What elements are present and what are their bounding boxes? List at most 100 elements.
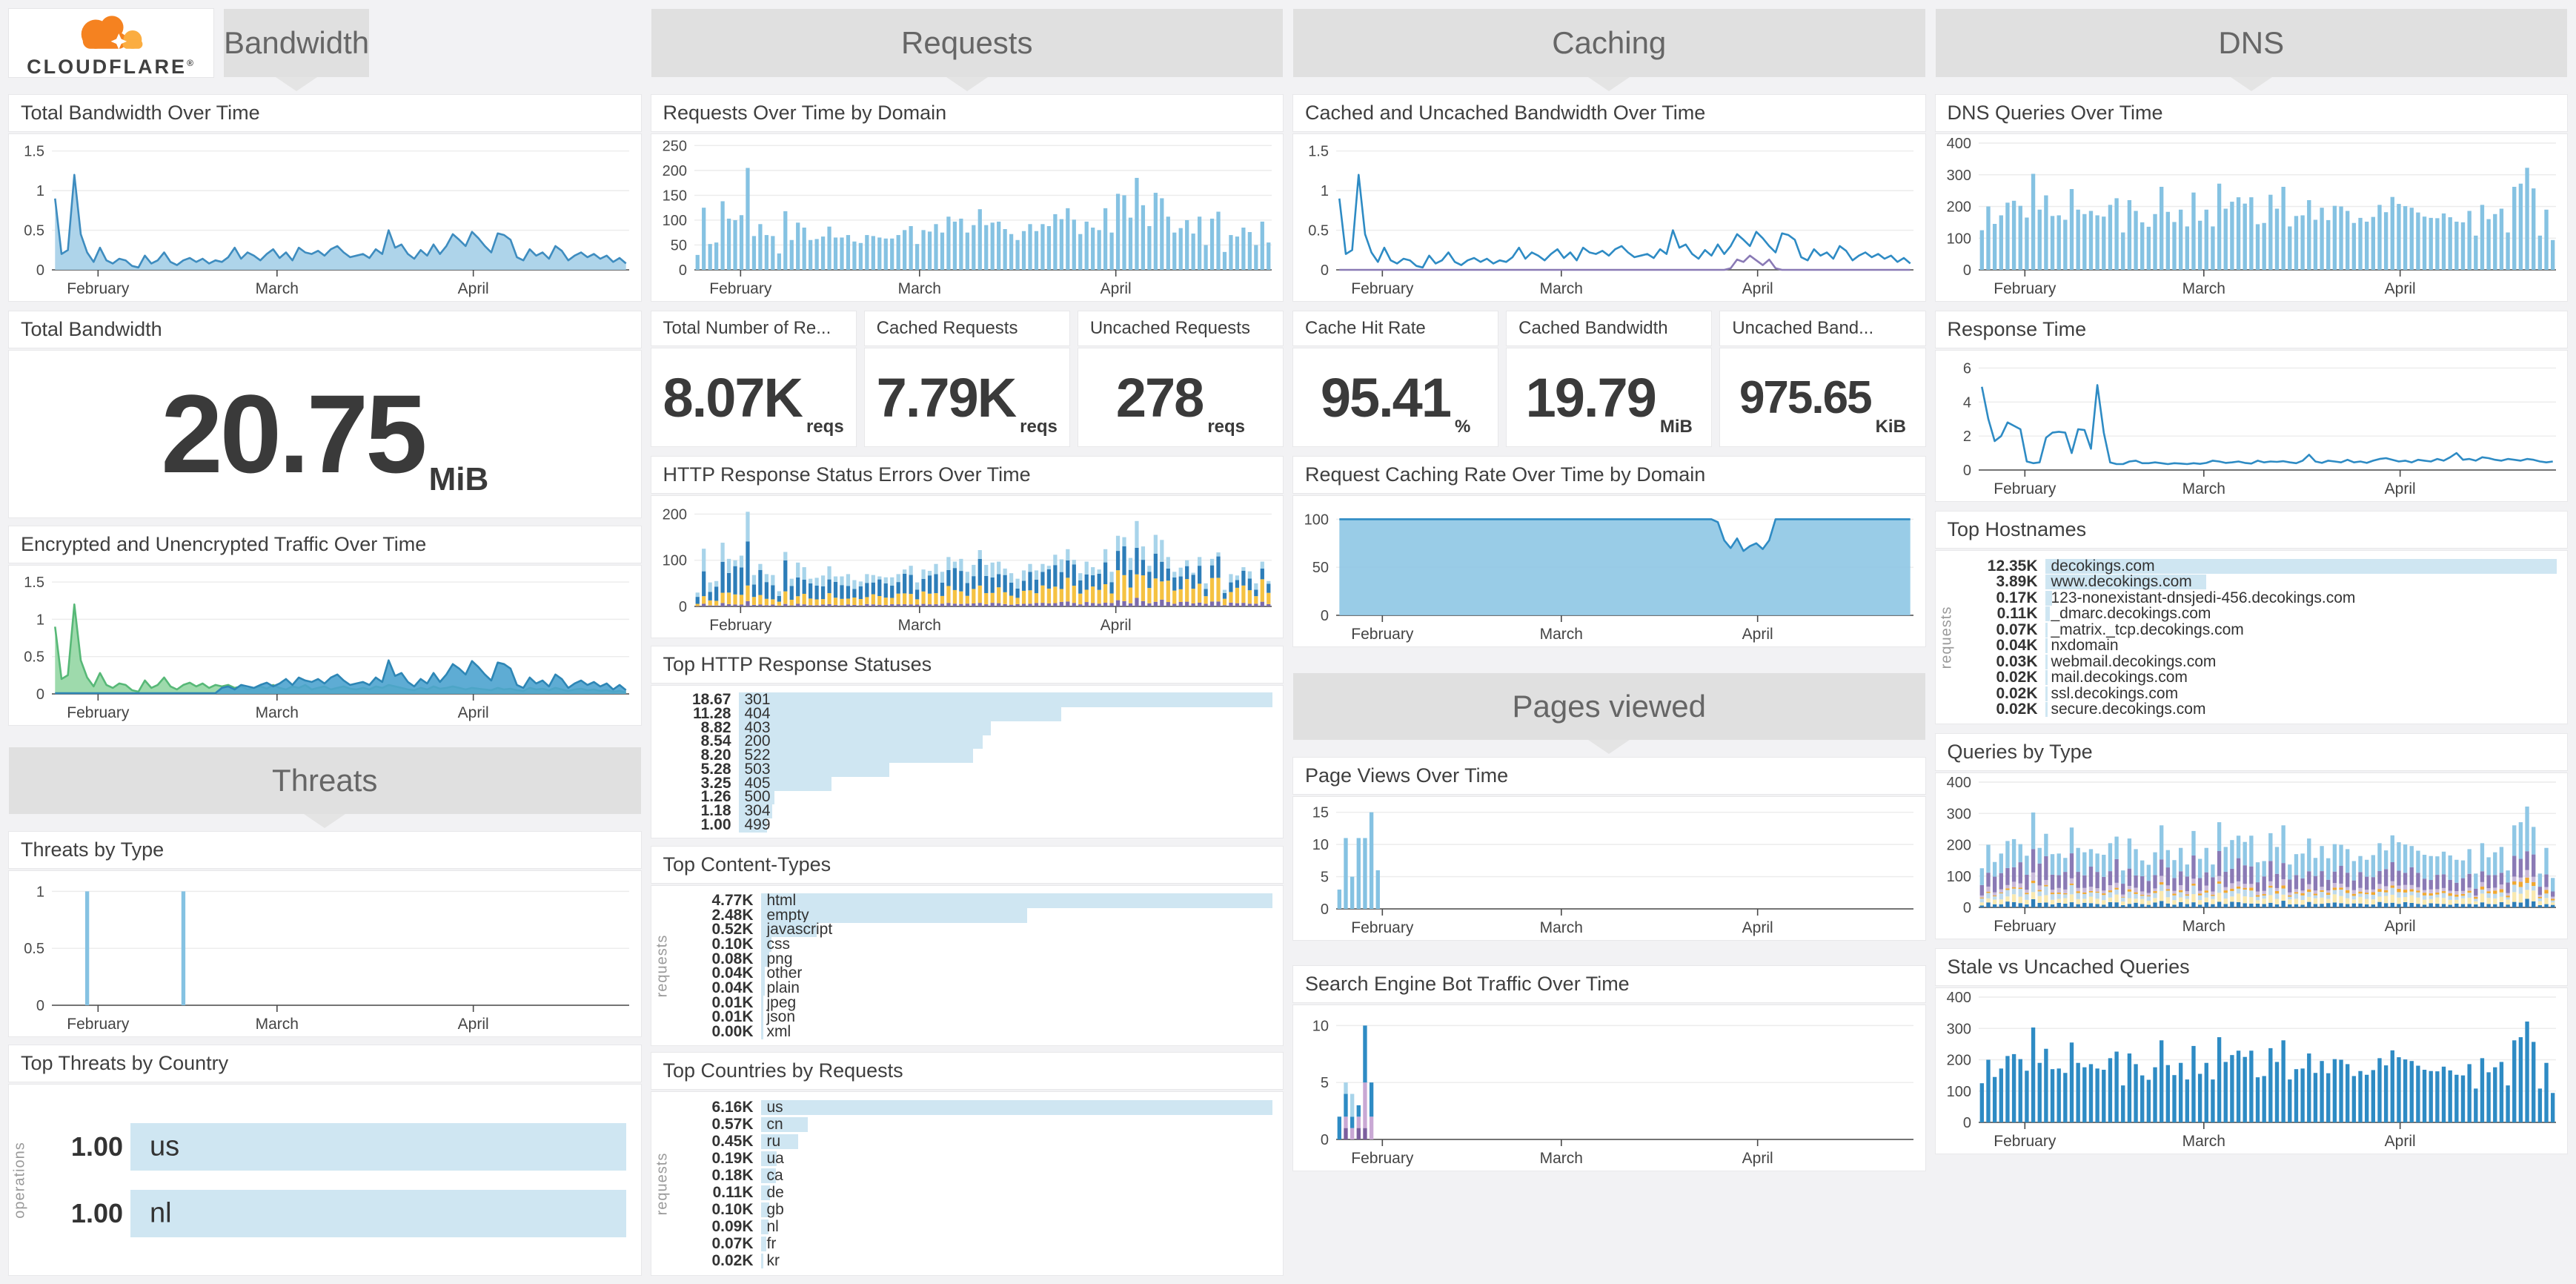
list-top-hostnames[interactable]: 12.35K decokings.com 3.89K www.decokings.co… [1935, 551, 2567, 724]
row-bar [2045, 590, 2052, 606]
card-title: Cache Hit Rate [1293, 311, 1498, 345]
list-row: 0.07K fr [674, 1235, 1273, 1252]
stat-unit: reqs [806, 417, 844, 437]
cloudflare-cloud-icon [64, 8, 159, 54]
row-label: 503 [744, 760, 771, 778]
svg-text:0: 0 [1321, 901, 1329, 918]
chart-stale-uncached[interactable]: 0 100 200 300 400 February March April [1935, 988, 2567, 1154]
row-label: nl [150, 1197, 172, 1228]
row-bar [760, 1185, 770, 1200]
row-label: nxdomain [2051, 637, 2119, 655]
row-value: 3.25 [700, 774, 731, 792]
card-title: Total Number of Re... [651, 311, 856, 345]
row-label: 404 [744, 705, 771, 723]
row-value: 0.10K [711, 1200, 754, 1218]
svg-text:0.5: 0.5 [24, 223, 44, 239]
list-row: 0.10K gb [674, 1201, 1273, 1218]
chart-threats-by-type[interactable]: 0 0.5 1 February March April [9, 871, 641, 1036]
row-label: 500 [744, 788, 771, 806]
row-value: 0.57K [711, 1116, 754, 1134]
svg-text:February: February [709, 617, 772, 634]
svg-text:March: March [256, 280, 299, 297]
list-top-countries[interactable]: 6.16K us 0.57K cn 0.45K ru 0.19K ua 0.18K ca 0.11K… [651, 1092, 1283, 1275]
svg-text:0: 0 [36, 262, 44, 279]
list-top-threats-by-country[interactable]: 1.00 us 1.00 nl operations [9, 1085, 641, 1275]
row-label: ssl.decokings.com [2051, 684, 2179, 702]
total-bandwidth-stat: 20.75 MiB [9, 351, 641, 517]
chart-dns-queries[interactable]: 0 100 200 300 400 February March April [1935, 134, 2567, 301]
section-header-dns: DNS [1935, 9, 2567, 77]
list-row: 2.48K empty [674, 906, 1273, 924]
chart-http-errors[interactable]: 0 100 200 February March April [651, 496, 1283, 638]
list-row: 1.00 499 [651, 816, 1273, 833]
row-bar [130, 1189, 626, 1237]
svg-text:April: April [458, 280, 489, 297]
svg-text:February: February [67, 1016, 130, 1033]
row-value: 8.54 [700, 732, 731, 750]
section-header-requests: Requests [651, 9, 1283, 77]
svg-text:50: 50 [1312, 560, 1329, 576]
list-top-content-types[interactable]: 4.77K html 2.48K empty 0.52K javascript 0.10K c… [651, 886, 1283, 1045]
row-value: 8.82 [700, 718, 731, 736]
card-uncached-bandwidth: Uncached Band... 975.65 KiB [1720, 311, 1925, 446]
bandwidth-header-row: CLOUDFLARE® Bandwidth [9, 8, 641, 78]
list-row: 0.08K png [674, 950, 1273, 967]
row-bar [760, 1025, 763, 1040]
chart-bot-traffic[interactable]: 0 5 10 February March April [1293, 1005, 1925, 1171]
chart-requests-over-time[interactable]: 0 50 100 150 200 250 February March April [651, 134, 1283, 301]
row-label: de [766, 1183, 784, 1201]
svg-text:4: 4 [1962, 394, 1971, 411]
card-title: Top Threats by Country [9, 1045, 641, 1082]
svg-text:1.5: 1.5 [24, 575, 44, 591]
stat-value: 20.75 [161, 371, 427, 496]
chart-response-time[interactable]: 0 2 4 6 February March April [1935, 351, 2567, 501]
svg-text:100: 100 [1946, 1084, 1971, 1100]
list-row: 0.07K _matrix._tcp.decokings.com [1958, 621, 2557, 638]
row-value: 0.03K [1996, 652, 2038, 670]
row-label: javascript [766, 921, 833, 939]
card-title: Uncached Band... [1720, 311, 1925, 345]
stat-value: 19.79 [1525, 366, 1657, 428]
row-bar [738, 692, 1272, 708]
svg-text:1.5: 1.5 [24, 144, 44, 160]
chart-queries-by-type[interactable]: 0 100 200 300 400 February March April [1935, 773, 2567, 939]
chart-total-bandwidth-over-time[interactable]: 0 0.5 1 1.5 February March April [9, 134, 641, 301]
chart-page-views[interactable]: 0 5 10 15 February March April [1293, 797, 1925, 940]
list-row: 0.45K ru [674, 1133, 1273, 1151]
row-label: kr [766, 1251, 780, 1269]
row-bar [738, 706, 1061, 722]
row-value: 0.52K [711, 921, 754, 939]
card-top-hostnames: Top Hostnames 12.35K decokings.com 3.89K ww… [1935, 512, 2567, 724]
list-row: 0.02K secure.decokings.com [1958, 701, 2557, 718]
svg-text:0.5: 0.5 [24, 941, 44, 957]
svg-text:400: 400 [1946, 990, 1971, 1006]
list-row: 0.11K _dmarc.decokings.com [1958, 605, 2557, 622]
row-bar [760, 1117, 809, 1133]
card-page-views: Page Views Over Time 0 5 10 15 February March… [1293, 758, 1925, 940]
row-value: 2.48K [711, 906, 754, 924]
chart-encrypted-traffic[interactable]: 0 0.5 1 1.5 February March April [9, 566, 641, 725]
row-value: 4.77K [711, 891, 754, 909]
list-top-statuses[interactable]: 18.67 301 11.28 404 8.82 403 8.54 200 8.20 522 5.2… [651, 686, 1283, 838]
chart-caching-rate[interactable]: 0 50 100 February March April [1293, 496, 1925, 646]
card-bot-traffic: Search Engine Bot Traffic Over Time 0 5 10… [1293, 966, 1925, 1171]
chart-cached-uncached-bw[interactable]: 0 0.5 1 1.5 February March April [1293, 134, 1925, 301]
svg-text:10: 10 [1312, 1018, 1329, 1034]
list-row: 0.10K css [674, 935, 1273, 953]
svg-text:0: 0 [1962, 1115, 1971, 1131]
card-title: Request Caching Rate Over Time by Domain [1293, 457, 1925, 493]
requests-stat-row: Total Number of Re... 8.07K reqs Cached … [651, 311, 1284, 446]
row-bar [2045, 622, 2048, 638]
list-row: 6.16K us [674, 1099, 1272, 1116]
row-bar [738, 734, 983, 749]
card-total-bandwidth-over-time: Total Bandwidth Over Time 0 0.5 1 1.5 Februa… [9, 95, 641, 301]
row-value: 8.20 [700, 747, 731, 764]
row-label: css [766, 935, 791, 953]
card-threats-by-type: Threats by Type 0 0.5 1 February March April [9, 832, 641, 1036]
svg-text:February: February [1994, 1133, 2057, 1150]
row-value: 0.07K [711, 1234, 754, 1252]
list-row: 8.20 522 [651, 747, 1273, 764]
svg-text:March: March [897, 280, 940, 297]
row-value: 0.01K [711, 1008, 754, 1026]
row-label: ua [766, 1150, 784, 1168]
